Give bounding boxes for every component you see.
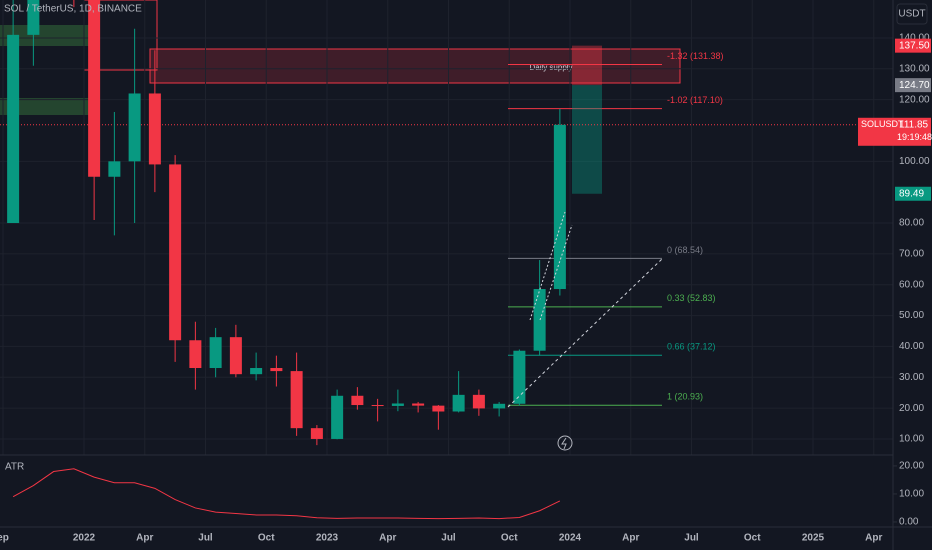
current-symbol: SOLUSDT [861, 119, 904, 129]
position-stop [572, 85, 602, 194]
x-tick-label: Oct [744, 533, 761, 544]
x-tick-label: Oct [258, 533, 275, 544]
candle-body [148, 93, 161, 165]
zone-label: Daily supply [529, 63, 572, 72]
candle-body [229, 337, 242, 375]
x-tick-label: Jul [684, 533, 699, 544]
y-tick-label: 140.00 [899, 33, 930, 44]
supply-zone [149, 48, 681, 84]
candle-body [128, 93, 141, 162]
indicator-name: ATR [5, 462, 24, 473]
candle-body [250, 368, 263, 375]
alert-icon[interactable] [557, 435, 573, 451]
x-tick-label: Apr [622, 533, 639, 544]
price-tag-label: 137.50 [899, 40, 930, 51]
y-tick-label: 70.00 [899, 249, 924, 260]
x-tick-label: Jul [198, 533, 213, 544]
x-tick-label: Apr [379, 533, 396, 544]
current-value: 111.85 [899, 119, 929, 130]
x-tick-label: ep [0, 533, 9, 544]
x-tick-label: Oct [501, 533, 518, 544]
candle-body [391, 403, 404, 406]
fib-label: 0.66 (37.12) [667, 342, 716, 352]
candle-body [371, 405, 384, 407]
candle-body [412, 403, 425, 406]
y-tick-label: 100.00 [899, 156, 930, 167]
y-tick-label: 60.00 [899, 279, 924, 290]
position-target [572, 45, 602, 86]
candle-body [209, 337, 222, 369]
plot: -1.32 (131.38) -1.02 (117.10) 0 (68.54) 0.3… [0, 0, 893, 455]
candle-body [290, 371, 303, 429]
currency: USDT [898, 9, 925, 20]
fib-label: 0 (68.54) [667, 245, 703, 255]
candle-body [270, 368, 283, 372]
demand-zone [0, 98, 92, 115]
price-tag [895, 78, 931, 93]
y-tick-label: 10.00 [899, 489, 924, 500]
symbol-title: SOL / TetherUS, 1D, BINANCE [4, 4, 142, 15]
candle-body [331, 395, 344, 439]
x-tick-label: Apr [136, 533, 153, 544]
fib-label: -1.32 (131.38) [667, 51, 724, 61]
candle-body [472, 394, 485, 409]
y-tick-label: 20.00 [899, 403, 924, 414]
y-tick-label: 80.00 [899, 218, 924, 229]
x-tick-label: 2023 [316, 533, 339, 544]
currency-button[interactable] [896, 3, 928, 25]
y-tick-label: 50.00 [899, 310, 924, 321]
y-tick-label: 130.00 [899, 63, 930, 74]
x-tick-label: 2022 [73, 533, 96, 544]
candle-body [533, 289, 546, 351]
candle-body [452, 394, 465, 412]
candle-body [351, 395, 364, 406]
candle-body [493, 403, 506, 409]
candle-body [189, 340, 202, 369]
alert-icon-bolt [561, 437, 567, 450]
demand-zone [0, 25, 90, 46]
y-tick-label: 10.00 [899, 434, 924, 445]
candle-body [108, 161, 121, 177]
price-tag-label: 124.70 [899, 80, 930, 91]
price-tag-label: 89.49 [899, 188, 924, 199]
fib-label: -1.02 (117.10) [667, 95, 723, 105]
y-tick-label: 120.00 [899, 94, 930, 105]
candle-body [310, 428, 323, 439]
x-tick-label: 2024 [559, 533, 582, 544]
current-tag [858, 117, 931, 146]
x-tick-label: Jul [441, 533, 456, 544]
fib-label: 1 (20.93) [667, 392, 703, 402]
y-tick-label: 40.00 [899, 341, 924, 352]
price-tag [895, 186, 931, 201]
candle-body [88, 0, 101, 177]
candle-body [513, 350, 526, 404]
candle-body [7, 34, 20, 224]
candle-body [27, 0, 40, 35]
fib-label: 0.33 (52.83) [667, 293, 716, 303]
candle-body [553, 124, 566, 290]
trend-line [507, 258, 663, 408]
candle-body [169, 164, 182, 341]
atr-line [12, 468, 561, 520]
y-tick-label: 20.00 [899, 461, 924, 472]
trend-line [539, 224, 573, 321]
x-tick-label: 2025 [802, 533, 825, 544]
y-tick-label: 0.00 [899, 517, 919, 528]
trend-line [529, 211, 566, 321]
y-tick-label: 30.00 [899, 372, 924, 383]
candle-body [432, 405, 445, 412]
x-tick-label: Apr [865, 533, 882, 544]
price-tag [895, 38, 931, 53]
axis-layer: 140.00 130.00 120.00 100.00 80.00 70.00 60.00 5… [0, 33, 932, 544]
countdown: 19:19:48 [897, 132, 932, 142]
